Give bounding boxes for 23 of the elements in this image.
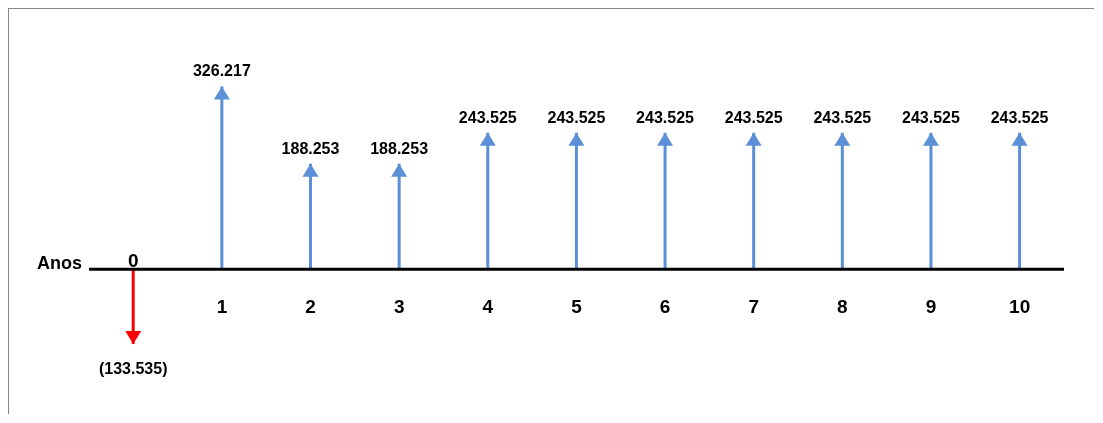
x-tick-label: 1: [216, 295, 228, 317]
data-label: 243.525: [813, 108, 872, 126]
x-tick-label: 10: [1009, 295, 1031, 317]
x-tick-label: 3: [393, 295, 405, 317]
data-label: 243.525: [902, 108, 960, 126]
x-tick-label: 8: [837, 295, 848, 317]
x-tick-label: 7: [748, 295, 760, 317]
x-tick-label: 2: [305, 295, 316, 317]
x-tick-label: 4: [482, 295, 494, 317]
x-axis-title: Anos: [37, 252, 82, 274]
data-label: 326.217: [192, 62, 251, 80]
data-label: 243.525: [990, 108, 1049, 126]
data-label: (133.535): [98, 360, 168, 378]
data-label: 243.525: [724, 108, 783, 126]
data-label: 188.253: [370, 139, 429, 157]
x-tick-label: 9: [925, 295, 937, 317]
x-tick-label: 6: [659, 295, 671, 317]
x-tick-label: 0: [128, 249, 139, 271]
data-label: 243.525: [458, 108, 517, 126]
data-label: 188.253: [281, 139, 340, 157]
x-tick-label: 5: [571, 295, 583, 317]
data-label: 243.525: [547, 108, 606, 126]
data-label: 243.525: [636, 108, 695, 126]
